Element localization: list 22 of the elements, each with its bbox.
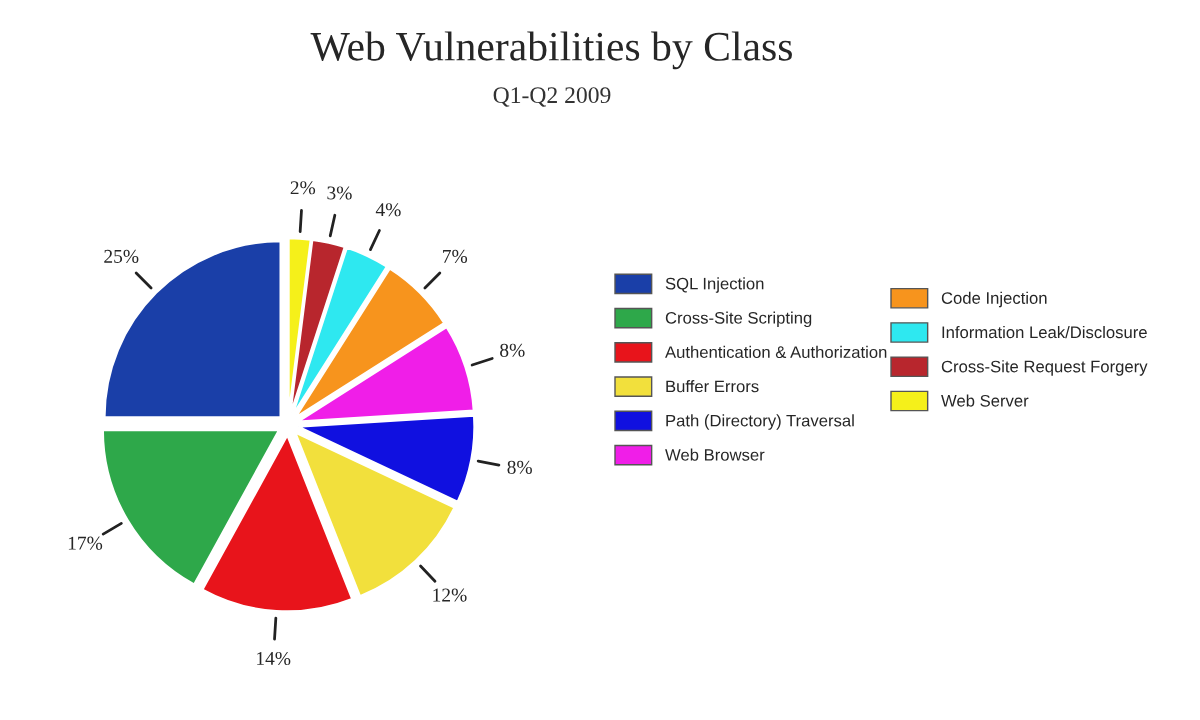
data-label: 12% xyxy=(433,588,467,602)
chart-title: Web Vulnerabilities by Class xyxy=(310,31,792,70)
legend-label: Buffer Errors xyxy=(666,380,759,393)
legend-label: Path (Directory) Traversal xyxy=(666,414,854,430)
legend-label: Web Server xyxy=(941,394,1029,407)
legend-label: Cross-Site Request Forgery xyxy=(941,360,1148,376)
data-label: 2% xyxy=(290,181,316,195)
data-label: 8% xyxy=(500,343,525,357)
data-label: 3% xyxy=(327,186,352,200)
legend-label: Web Browser xyxy=(665,448,765,461)
legend-label: Authentication & Authorization xyxy=(665,345,887,359)
data-label: 8% xyxy=(507,460,532,474)
data-label: 4% xyxy=(375,203,401,217)
chart-subtitle: Q1-Q2 2009 xyxy=(493,87,611,107)
legend-label: Information Leak/Disclosure xyxy=(942,325,1147,339)
data-label: 17% xyxy=(68,536,103,550)
data-label: 25% xyxy=(104,249,139,263)
legend-label: SQL Injection xyxy=(665,277,764,293)
legend-label: Code Injection xyxy=(941,291,1047,308)
legend-label: Cross-Site Scripting xyxy=(665,311,812,328)
data-label: 7% xyxy=(443,249,468,263)
data-label: 14% xyxy=(257,651,291,666)
